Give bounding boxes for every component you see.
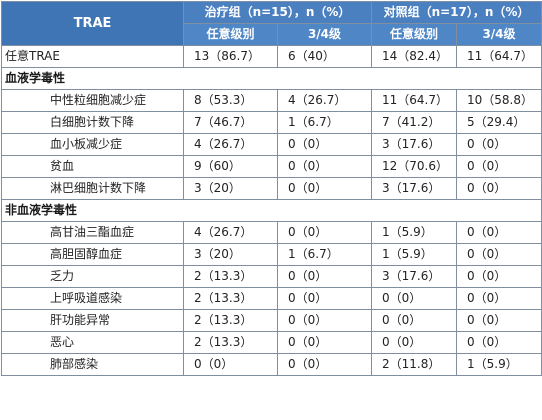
control-grade34-value: 0（0）: [456, 309, 542, 332]
control-group-header: 对照组（n=17），n（%）: [371, 1, 542, 24]
table-row: 中性粒细胞减少症 8（53.3） 4（26.7） 11（64.7） 10（58.…: [1, 89, 542, 112]
control-any-value: 11（64.7）: [371, 89, 457, 112]
control-any-value: 1（5.9）: [371, 243, 457, 266]
control-any-value: 12（70.6）: [371, 155, 457, 178]
table-row-overall: 任意TRAE 13（86.7） 6（40） 14（82.4） 11（64.7）: [1, 45, 542, 68]
row-name: 高甘油三酯血症: [1, 221, 184, 244]
table-row: 白细胞计数下降 7（46.7） 1（6.7） 7（41.2） 5（29.4）: [1, 111, 542, 134]
group-row-nonhematologic: 非血液学毒性: [1, 199, 542, 222]
treatment-any-grade-header: 任意级别: [183, 23, 278, 46]
trae-header: TRAE: [1, 1, 184, 46]
control-grade34-value: 0（0）: [456, 287, 542, 310]
treatment-any-value: 13（86.7）: [183, 45, 278, 68]
header-row-2: 任意级别 3/4级 任意级别 3/4级: [2, 23, 542, 46]
table-row: 贫血 9（60） 0（0） 12（70.6） 0（0）: [1, 155, 542, 178]
row-name: 肝功能异常: [1, 309, 184, 332]
control-any-grade-header: 任意级别: [371, 23, 457, 46]
control-grade34-value: 0（0）: [456, 177, 542, 200]
control-grade34-value: 1（5.9）: [456, 353, 542, 376]
control-any-value: 7（41.2）: [371, 111, 457, 134]
treatment-any-value: 4（26.7）: [183, 133, 278, 156]
row-name: 贫血: [1, 155, 184, 178]
control-grade34-value: 0（0）: [456, 155, 542, 178]
table-row: 高甘油三酯血症 4（26.7） 0（0） 1（5.9） 0（0）: [1, 221, 542, 244]
treatment-grade34-value: 1（6.7）: [277, 243, 372, 266]
group-title: 血液学毒性: [1, 67, 542, 90]
row-name: 恶心: [1, 331, 184, 354]
treatment-group-header: 治疗组（n=15），n（%）: [183, 1, 372, 24]
row-name: 任意TRAE: [1, 45, 184, 68]
treatment-grade34-value: 0（0）: [277, 353, 372, 376]
treatment-any-value: 9（60）: [183, 155, 278, 178]
treatment-any-value: 2（13.3）: [183, 287, 278, 310]
treatment-any-value: 3（20）: [183, 177, 278, 200]
header-row-1: TRAE 治疗组（n=15），n（%） 对照组（n=17），n（%）: [1, 1, 542, 46]
table-row: 淋巴细胞计数下降 3（20） 0（0） 3（17.6） 0（0）: [1, 177, 542, 200]
treatment-grade34-value: 0（0）: [277, 265, 372, 288]
treatment-any-value: 2（13.3）: [183, 331, 278, 354]
table-row: 恶心 2（13.3） 0（0） 0（0） 0（0）: [1, 331, 542, 354]
table-row: 肝功能异常 2（13.3） 0（0） 0（0） 0（0）: [1, 309, 542, 332]
control-any-value: 3（17.6）: [371, 177, 457, 200]
row-name: 中性粒细胞减少症: [1, 89, 184, 112]
treatment-grade34-value: 0（0）: [277, 155, 372, 178]
treatment-grade34-value: 6（40）: [277, 45, 372, 68]
treatment-grade34-value: 0（0）: [277, 133, 372, 156]
trae-table: TRAE 治疗组（n=15），n（%） 对照组（n=17），n（%） 任意级别 …: [1, 1, 542, 376]
table-row: 乏力 2（13.3） 0（0） 3（17.6） 0（0）: [1, 265, 542, 288]
control-grade34-value: 0（0）: [456, 331, 542, 354]
treatment-any-value: 2（13.3）: [183, 309, 278, 332]
treatment-grade34-value: 0（0）: [277, 287, 372, 310]
treatment-grade34-value: 1（6.7）: [277, 111, 372, 134]
control-grade34-value: 0（0）: [456, 221, 542, 244]
row-name: 上呼吸道感染: [1, 287, 184, 310]
control-grade34-value: 0（0）: [456, 265, 542, 288]
control-grade34-value: 0（0）: [456, 243, 542, 266]
control-any-value: 0（0）: [371, 331, 457, 354]
control-any-value: 0（0）: [371, 309, 457, 332]
treatment-grade34-value: 0（0）: [277, 309, 372, 332]
control-any-value: 3（17.6）: [371, 133, 457, 156]
control-grade34-value: 10（58.8）: [456, 89, 542, 112]
treatment-any-value: 8（53.3）: [183, 89, 278, 112]
row-name: 高胆固醇血症: [1, 243, 184, 266]
table-row: 上呼吸道感染 2（13.3） 0（0） 0（0） 0（0）: [1, 287, 542, 310]
control-grade34-value: 11（64.7）: [456, 45, 542, 68]
treatment-any-value: 3（20）: [183, 243, 278, 266]
control-any-value: 0（0）: [371, 287, 457, 310]
row-name: 淋巴细胞计数下降: [1, 177, 184, 200]
control-grade34-value: 0（0）: [456, 133, 542, 156]
row-name: 血小板减少症: [1, 133, 184, 156]
treatment-any-value: 0（0）: [183, 353, 278, 376]
treatment-grade34-value: 0（0）: [277, 221, 372, 244]
row-name: 白细胞计数下降: [1, 111, 184, 134]
control-grade34-header: 3/4级: [456, 23, 542, 46]
treatment-grade34-value: 0（0）: [277, 177, 372, 200]
control-grade34-value: 5（29.4）: [456, 111, 542, 134]
control-any-value: 2（11.8）: [371, 353, 457, 376]
row-name: 乏力: [1, 265, 184, 288]
treatment-any-value: 2（13.3）: [183, 265, 278, 288]
treatment-grade34-header: 3/4级: [277, 23, 372, 46]
row-name: 肺部感染: [1, 353, 184, 376]
treatment-grade34-value: 0（0）: [277, 331, 372, 354]
treatment-any-value: 7（46.7）: [183, 111, 278, 134]
treatment-grade34-value: 4（26.7）: [277, 89, 372, 112]
table-row: 高胆固醇血症 3（20） 1（6.7） 1（5.9） 0（0）: [1, 243, 542, 266]
group-title: 非血液学毒性: [1, 199, 542, 222]
table-row: 血小板减少症 4（26.7） 0（0） 3（17.6） 0（0）: [1, 133, 542, 156]
control-any-value: 14（82.4）: [371, 45, 457, 68]
control-any-value: 1（5.9）: [371, 221, 457, 244]
control-any-value: 3（17.6）: [371, 265, 457, 288]
treatment-any-value: 4（26.7）: [183, 221, 278, 244]
table-row: 肺部感染 0（0） 0（0） 2（11.8） 1（5.9）: [1, 353, 542, 376]
group-row-hematologic: 血液学毒性: [1, 67, 542, 90]
